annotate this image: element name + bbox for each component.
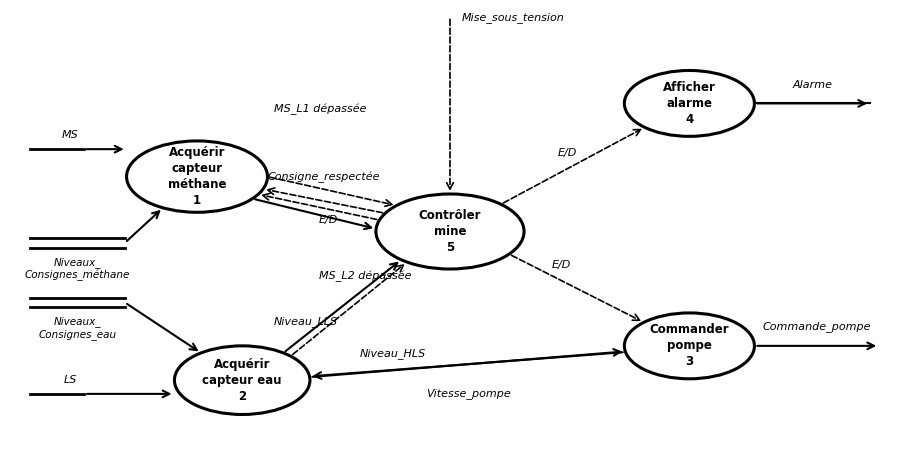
Text: Commande_pompe: Commande_pompe <box>763 321 871 332</box>
Text: Acquérir
capteur eau
2: Acquérir capteur eau 2 <box>203 358 282 403</box>
Text: Niveau_HLS: Niveau_HLS <box>360 348 426 359</box>
Text: Afficher
alarme
4: Afficher alarme 4 <box>663 81 715 126</box>
Text: Contrôler
mine
5: Contrôler mine 5 <box>419 209 481 254</box>
Text: MS_L2 dépassée: MS_L2 dépassée <box>319 270 412 282</box>
Text: Niveau_LLS: Niveau_LLS <box>274 316 338 327</box>
Text: Mise_sous_tension: Mise_sous_tension <box>462 13 564 23</box>
Text: Niveaux_
Consignes_eau: Niveaux_ Consignes_eau <box>38 316 116 339</box>
Text: E/D: E/D <box>558 148 577 158</box>
Text: Vitesse_pompe: Vitesse_pompe <box>425 388 511 399</box>
Text: Commander
pompe
3: Commander pompe 3 <box>650 323 729 369</box>
Text: Alarme: Alarme <box>793 80 833 90</box>
Text: MS: MS <box>62 130 79 140</box>
Text: MS_L1 dépassée: MS_L1 dépassée <box>274 103 366 115</box>
Text: LS: LS <box>64 375 77 385</box>
Text: Niveaux_
Consignes_méthane: Niveaux_ Consignes_méthane <box>25 257 130 281</box>
Text: Consigne_respectée: Consigne_respectée <box>267 172 380 183</box>
Text: E/D: E/D <box>552 260 571 270</box>
Text: Acquérir
capteur
méthane
1: Acquérir capteur méthane 1 <box>168 146 226 207</box>
Text: E/D: E/D <box>318 215 338 225</box>
